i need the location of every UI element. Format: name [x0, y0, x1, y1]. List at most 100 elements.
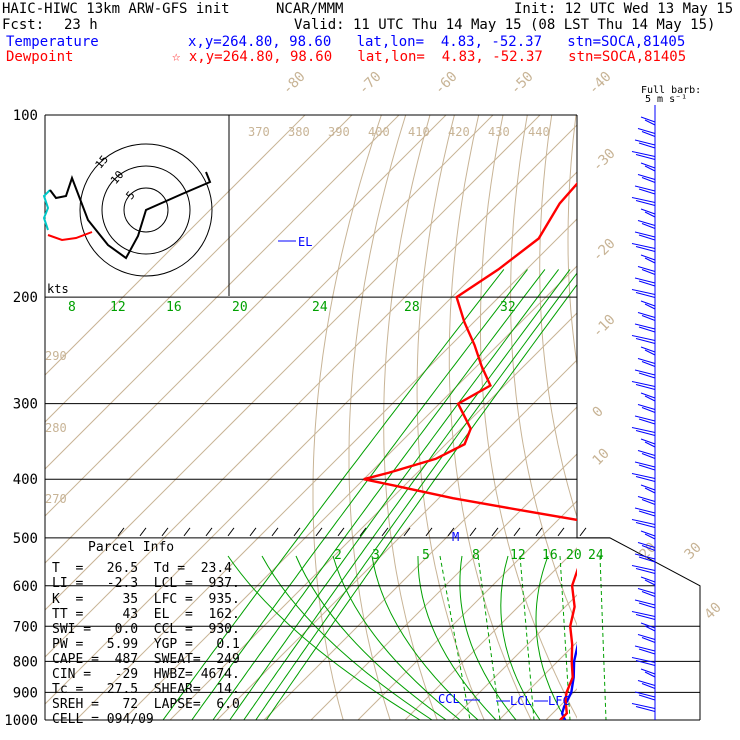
mixing-ratio-line	[255, 272, 577, 720]
pressure-tick-label: 200	[13, 290, 38, 306]
hatch-mark	[271, 527, 279, 537]
wind-barb	[641, 361, 656, 367]
el-label: EL	[298, 235, 312, 249]
org-label: NCAR/MMM	[276, 1, 344, 17]
parcel-row: SREH = 72 LAPSE= 6.0	[52, 697, 240, 712]
wind-barb	[638, 464, 656, 471]
hatch-mark	[227, 527, 235, 537]
hatch-mark	[579, 527, 587, 537]
hatch-mark	[337, 527, 345, 537]
isotherm-line	[451, 594, 577, 720]
wind-barb	[640, 162, 656, 169]
hodograph-ring-label: 15	[93, 153, 111, 172]
wind-barb	[640, 300, 656, 307]
hodograph-trace-upper	[49, 171, 212, 260]
mixing-ratio-label: 8	[68, 300, 76, 315]
dry-adiabat	[383, 115, 438, 720]
moist-adiabat	[332, 555, 461, 721]
wind-barb	[637, 588, 656, 594]
dry-adiabat	[510, 115, 577, 627]
temperature-tick-label: -20	[590, 236, 619, 265]
hatch-mark	[161, 527, 169, 537]
dewpoint-profile	[363, 182, 577, 720]
hatch-mark	[315, 527, 323, 537]
dry-adiabat	[416, 115, 485, 720]
wind-barb	[631, 289, 656, 295]
isotherm-line	[122, 265, 577, 720]
wind-barb	[638, 648, 656, 655]
wind-barb	[635, 522, 656, 528]
dry-adiabat	[622, 115, 740, 733]
wind-barb	[640, 254, 656, 261]
theta-label: 410	[408, 125, 430, 139]
wind-barb	[637, 220, 656, 226]
wind-barb	[637, 312, 656, 318]
wind-barb	[641, 637, 656, 643]
temperature-tick-label: -30	[590, 146, 619, 175]
hatch-mark	[183, 527, 191, 537]
mixing-ratio-lower-label: 20	[566, 548, 582, 563]
temperature-tick-label: -50	[508, 69, 537, 98]
wind-barb	[640, 622, 656, 629]
wind-barb	[640, 484, 656, 491]
wind-barb	[634, 645, 656, 652]
wind-barb	[641, 177, 656, 183]
hatch-mark	[249, 527, 257, 537]
wind-barb	[640, 530, 656, 537]
mixing-ratio-label: 20	[232, 300, 248, 315]
wind-barb	[644, 671, 656, 678]
wind-barb	[635, 614, 656, 620]
wind-barb	[635, 154, 656, 160]
wind-barb	[637, 404, 656, 410]
temperature-legend: Temperature	[6, 34, 99, 50]
theta-label-left: 290	[45, 349, 67, 363]
wind-barb	[635, 200, 656, 206]
wind-barb	[638, 234, 656, 241]
wind-barb	[638, 556, 656, 563]
mixing-ratio-lower-label: 16	[542, 548, 558, 563]
wind-barb	[635, 246, 656, 252]
dry-adiabat	[448, 115, 532, 720]
isotherm-line	[310, 453, 577, 720]
temperature-profile	[560, 643, 577, 720]
isotherm-line	[593, 115, 740, 720]
dry-adiabat	[698, 115, 740, 733]
hatch-mark	[535, 527, 543, 537]
wind-barb	[631, 243, 656, 249]
wind-barb	[644, 395, 656, 402]
wind-barb	[641, 269, 656, 275]
wind-barb	[637, 680, 656, 686]
moist-adiabat	[535, 555, 567, 721]
theta-label-left: 270	[45, 492, 67, 506]
wind-barb	[640, 208, 656, 215]
mixing-ratio-label: 28	[404, 300, 420, 315]
hodograph-trace-low	[47, 231, 93, 242]
wind-barb	[637, 266, 656, 272]
wind-barb	[638, 372, 656, 379]
mixing-ratio-dashed	[599, 555, 607, 721]
wind-barb	[638, 694, 656, 701]
wind-barb	[635, 292, 656, 298]
ccl-label: CCL	[438, 692, 460, 706]
wind-barb	[631, 335, 656, 341]
theta-label: 380	[288, 125, 310, 139]
wind-barb	[634, 691, 656, 698]
moist-adiabat	[371, 555, 479, 721]
parcel-row: PW = 5.99 YGP = 0.1	[52, 637, 240, 652]
isotherm-line	[45, 115, 306, 376]
hatch-mark	[425, 527, 433, 537]
mixing-ratio-lower-label: 8	[472, 548, 480, 563]
wind-barb	[640, 116, 656, 123]
isotherm-line	[687, 115, 740, 720]
wind-barb	[631, 519, 656, 525]
mixing-ratio-lower-label: 3	[372, 548, 380, 563]
dry-adiabat	[312, 115, 382, 720]
wind-barb	[631, 657, 656, 663]
mixing-ratio-line	[243, 269, 571, 720]
wind-barb	[638, 418, 656, 425]
wind-barb	[634, 415, 656, 422]
wind-barb	[634, 461, 656, 468]
mixing-ratio-label: 32	[500, 300, 516, 315]
hatch-mark	[403, 527, 411, 537]
temperature-tick-label: -60	[432, 69, 461, 98]
